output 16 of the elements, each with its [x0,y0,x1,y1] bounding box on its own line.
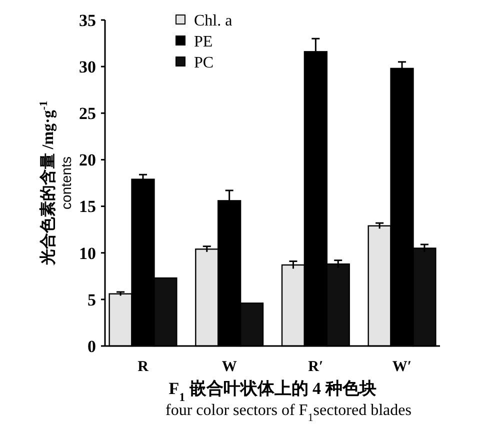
x-tick-label: R′ [308,359,324,375]
x-tick-label: W [222,359,237,375]
x-axis-title: F$_{1}$ 嵌合叶状体上的 4 种色块 four color sectors of F$_{1}$sectored blades [166,379,412,424]
legend-label: PE [194,34,213,51]
x-tick-label: R [138,359,149,375]
y-tick-label: 5 [88,290,96,310]
y-tick-label: 0 [88,336,96,356]
y-tick-label: 10 [79,244,96,263]
y-tick-label: 30 [79,58,96,77]
y-tick-label: 20 [79,150,96,170]
legend-label: Chl. a [194,12,232,30]
x-tick-label: W′ [392,359,412,375]
y-tick-label: 25 [79,104,96,124]
legend-label: PC [194,54,214,72]
y-tick-label: 35 [79,10,96,30]
y-tick-label: 15 [79,197,96,216]
